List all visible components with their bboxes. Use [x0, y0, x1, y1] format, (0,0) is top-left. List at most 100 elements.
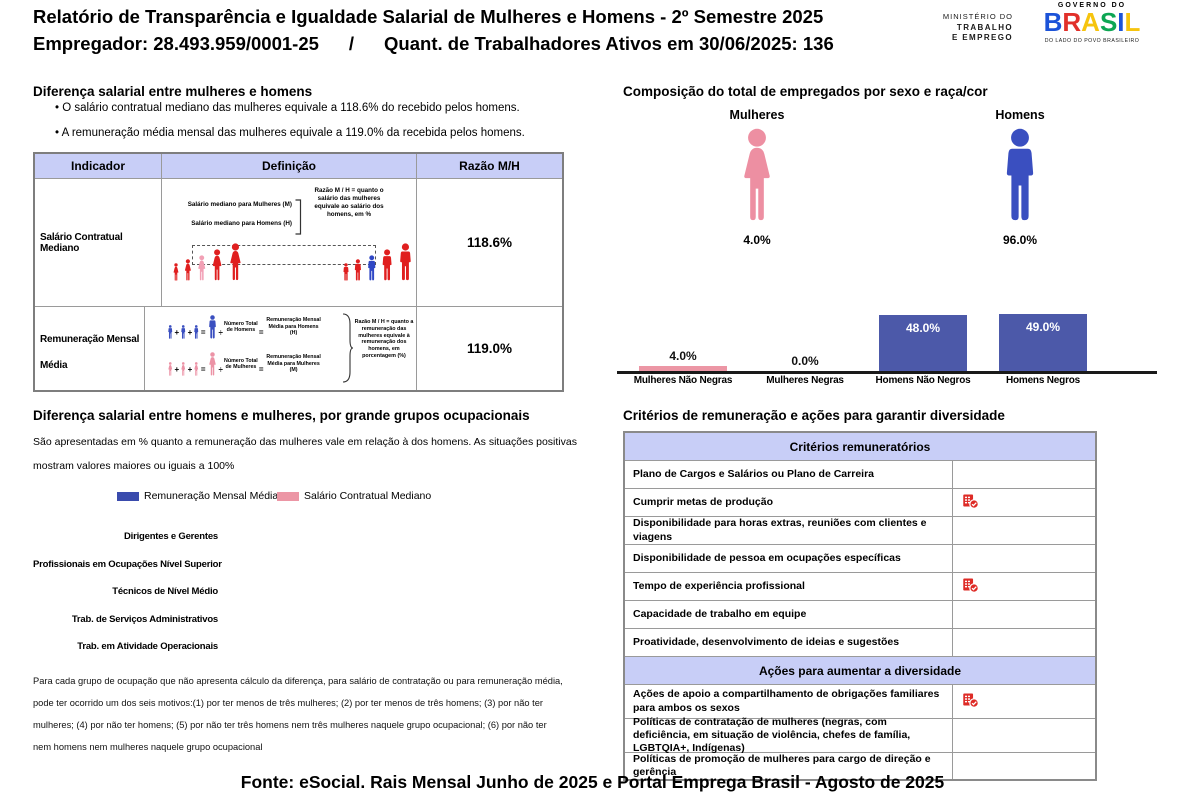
criteria-label: Cumprir metas de produção	[625, 489, 953, 516]
bar-shape	[639, 366, 727, 371]
chart-baseline	[617, 371, 1157, 374]
bar-value: 48.0%	[905, 321, 941, 335]
wage-gap-bullet-1: • O salário contratual mediano das mulhe…	[55, 102, 520, 114]
legend-label: Salário Contratual Mediano	[304, 490, 432, 502]
criteria-row: Disponibilidade de pessoa em ocupações e…	[625, 544, 1095, 572]
ratio-note-average: Razão M / H = quanto a remuneração das m…	[354, 319, 414, 359]
ministry-line1: MINISTÉRIO DO	[942, 12, 1013, 21]
criteria-label: Plano de Cargos e Salários ou Plano de C…	[625, 461, 953, 488]
median-women-label: Salário mediano para Mulheres (M)	[187, 201, 292, 208]
page-subtitle: Empregador: 28.493.959/0001-25 / Quant. …	[33, 33, 834, 55]
person-woman-icon	[180, 362, 187, 376]
man-pictogram-icon	[999, 127, 1041, 223]
criteria-row: Disponibilidade para horas extras, reuni…	[625, 516, 1095, 544]
legend-salario-mediano: Salário Contratual Mediano	[277, 490, 431, 502]
wage-gap-section-title: Diferença salarial entre mulheres e home…	[33, 84, 313, 99]
person-man-median-icon	[366, 255, 378, 281]
criteria-row: Plano de Cargos e Salários ou Plano de C…	[625, 460, 1095, 488]
bar-value: 49.0%	[1025, 320, 1061, 334]
criteria-label: Capacidade de trabalho em equipe	[625, 601, 953, 628]
criteria-row: Políticas de contratação de mulheres (ne…	[625, 716, 1095, 754]
plus-sign: +	[174, 365, 180, 374]
person-man-icon	[342, 263, 350, 281]
bar-mulheres-nao-negras: 4.0% Mulheres Não Negras	[618, 302, 748, 386]
occupational-desc-1: São apresentadas em % quanto a remuneraç…	[33, 436, 577, 448]
legend-swatch-pink	[277, 491, 299, 501]
bar-category: Homens Negros	[1005, 375, 1081, 386]
definition-salario-mediano: Salário mediano para Mulheres (M) Salári…	[162, 179, 417, 307]
person-woman-icon	[167, 362, 174, 376]
men-average-formula: + + = ÷ Número Total de Homens = Remuner…	[167, 315, 341, 339]
indicator-salario-mediano: Salário Contratual Mediano	[35, 179, 162, 307]
person-man-icon	[380, 249, 394, 281]
equals-sign: =	[200, 328, 206, 337]
men-percentage: 96.0%	[1002, 233, 1038, 247]
brasil-logo-letters: BRASIL	[1043, 7, 1141, 37]
equals-sign: =	[258, 328, 264, 337]
criteria-label: Tempo de experiência profissional	[625, 573, 953, 600]
criteria-header-remuneratorios: Critérios remuneratórios	[625, 433, 1095, 460]
occupational-group-label: Trab. de Serviços Administrativos	[71, 613, 218, 625]
employer-id: Empregador: 28.493.959/0001-25	[33, 33, 319, 54]
women-percentage: 4.0%	[743, 233, 771, 247]
equals-sign: =	[258, 365, 264, 374]
women-total-label: Número Total de Mulheres	[224, 357, 258, 370]
person-man-icon	[353, 259, 363, 281]
women-result-label: Remuneração Mensal Média para Mulheres (…	[266, 354, 321, 374]
active-workers-count: Quant. de Trabalhadores Ativos em 30/06/…	[384, 33, 834, 54]
criteria-row: Políticas de promoção de mulheres para c…	[625, 752, 1095, 779]
ministry-logo: MINISTÉRIO DO TRABALHO E EMPREGO	[880, 12, 1013, 44]
composition-section-title: Composição do total de empregados por se…	[623, 84, 988, 99]
occupational-group-label: Trab. em Atividade Operacionais	[77, 641, 218, 652]
occupational-groups-axis: Dirigentes e Gerentes Profissionais em O…	[33, 531, 222, 669]
bracket-shape	[295, 199, 302, 235]
person-woman-icon	[193, 362, 200, 376]
bar-shape	[999, 314, 1087, 371]
bar-homens-negros: 49.0% Homens Negros	[978, 302, 1108, 386]
person-woman-icon	[183, 259, 193, 281]
ratio-remuneracao-media: 119.0%	[466, 341, 513, 356]
indicator-remuneracao-media: Remuneração Mensal Média	[35, 307, 145, 390]
legend-swatch-blue	[117, 491, 139, 501]
plus-sign: +	[174, 328, 180, 337]
person-woman-median-icon	[196, 255, 208, 281]
criteria-row: Proatividade, desenvolvimento de ideias …	[625, 628, 1095, 656]
ministry-line3: E EMPREGO	[951, 33, 1013, 42]
wage-gap-table: Indicador Definição Razão M/H Salário Co…	[33, 152, 564, 392]
composition-bar-chart: 4.0% Mulheres Não Negras 0.0% Mulheres N…	[617, 302, 1157, 394]
median-dashed-box	[192, 245, 376, 265]
wage-gap-bullet-2: • A remuneração média mensal das mulhere…	[55, 127, 525, 139]
legend-remuneracao-media: Remuneração Mensal Média	[117, 490, 278, 502]
bar-value: 4.0%	[669, 349, 697, 363]
legend-label: Remuneração Mensal Média	[144, 490, 279, 502]
woman-pictogram-icon	[736, 127, 778, 223]
person-woman-icon	[172, 263, 180, 281]
occupational-group-label: Profissionais em Ocupações Nível Superio…	[33, 558, 222, 570]
median-men-label: Salário mediano para Homens (H)	[191, 220, 292, 227]
person-woman-large-icon	[207, 352, 218, 376]
ministry-line2: TRABALHO	[956, 22, 1013, 32]
men-figures-group	[342, 243, 414, 281]
criteria-section-title: Critérios de remuneração e ações para ga…	[623, 408, 1005, 423]
subtitle-separator: /	[348, 33, 355, 54]
building-check-icon	[962, 492, 979, 514]
women-figures-group	[172, 243, 244, 281]
criteria-header-diversidade: Ações para aumentar a diversidade	[625, 656, 1095, 684]
criteria-row: Ações de apoio a compartilhamento de obr…	[625, 684, 1095, 718]
person-man-large-icon	[207, 315, 218, 339]
divide-sign: ÷	[218, 328, 223, 337]
bracket-shape	[342, 313, 353, 383]
plus-sign: +	[187, 328, 193, 337]
building-check-icon	[962, 576, 979, 598]
ratio-note-median: Razão M / H = quanto o salário das mulhe…	[314, 187, 384, 218]
person-man-icon	[193, 325, 200, 339]
person-woman-icon	[227, 243, 244, 281]
wage-gap-col-razao: Razão M/H	[417, 154, 562, 179]
bar-shape	[879, 315, 967, 371]
definition-remuneracao-media: + + = ÷ Número Total de Homens = Remuner…	[162, 307, 417, 390]
women-average-formula: + + = ÷ Número Total de Mulheres = Remun…	[167, 352, 341, 376]
page-title: Relatório de Transparência e Igualdade S…	[33, 6, 824, 27]
criteria-table: Critérios remuneratórios Plano de Cargos…	[623, 431, 1097, 781]
criteria-row: Tempo de experiência profissional	[625, 572, 1095, 600]
